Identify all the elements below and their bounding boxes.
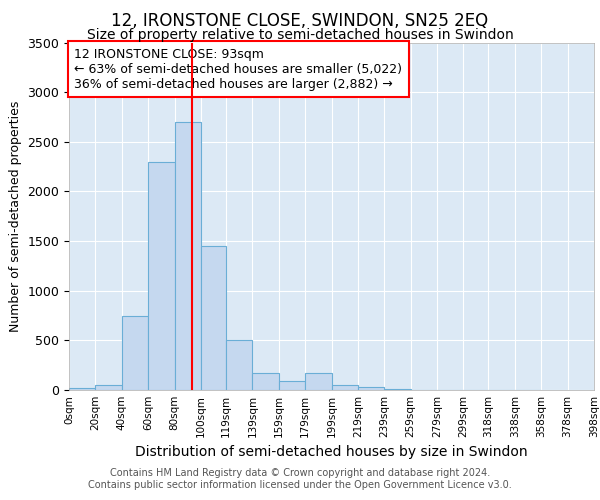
Bar (358, 387, 384, 390)
Bar (122, 316, 148, 390)
Bar (331, 385, 358, 390)
Bar (69, 388, 95, 390)
Text: Size of property relative to semi-detached houses in Swindon: Size of property relative to semi-detach… (86, 28, 514, 42)
Bar (226, 340, 253, 390)
Text: Contains HM Land Registry data © Crown copyright and database right 2024.
Contai: Contains HM Land Registry data © Crown c… (88, 468, 512, 490)
Bar (175, 122, 201, 390)
Bar (148, 162, 175, 390)
Text: 12, IRONSTONE CLOSE, SWINDON, SN25 2EQ: 12, IRONSTONE CLOSE, SWINDON, SN25 2EQ (112, 12, 488, 30)
Bar (253, 372, 279, 390)
Y-axis label: Number of semi-detached properties: Number of semi-detached properties (9, 100, 22, 332)
Bar (201, 246, 226, 390)
Bar (384, 389, 410, 390)
Bar (279, 381, 305, 390)
Bar (95, 385, 122, 390)
X-axis label: Distribution of semi-detached houses by size in Swindon: Distribution of semi-detached houses by … (135, 446, 528, 460)
Text: 12 IRONSTONE CLOSE: 93sqm
← 63% of semi-detached houses are smaller (5,022)
36% : 12 IRONSTONE CLOSE: 93sqm ← 63% of semi-… (74, 48, 402, 90)
Bar (305, 372, 331, 390)
